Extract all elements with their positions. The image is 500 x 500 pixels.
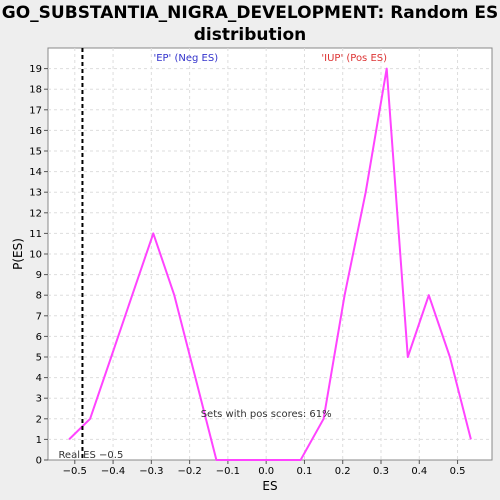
x-tick-label: 0.3 (373, 466, 389, 477)
y-tick-label: 2 (36, 414, 42, 425)
axes: −0.5 −0.4 −0.3 −0.2 −0.1 0.0 0.1 0.2 0.3 0.4 0.5 0 1… (29, 64, 465, 477)
pos-scores-annotation: Sets with pos scores: 61% (201, 409, 332, 420)
y-tick-label: 0 (36, 456, 42, 467)
y-tick-label: 10 (29, 250, 42, 261)
y-tick-label: 16 (29, 126, 42, 137)
x-tick-label: 0.4 (411, 466, 427, 477)
x-tick-label: −0.5 (63, 466, 87, 477)
x-tick-label: −0.1 (216, 466, 240, 477)
x-tick-label: −0.4 (101, 466, 125, 477)
x-tick-label: 0.0 (258, 466, 274, 477)
pos-es-label: 'IUP' (Pos ES) (321, 53, 387, 64)
x-axis-label: ES (262, 479, 277, 493)
y-tick-label: 12 (29, 208, 42, 219)
x-tick-label: 0.2 (335, 466, 351, 477)
chart-title-line-2: distribution (194, 25, 306, 45)
x-tick-label: 0.1 (296, 466, 312, 477)
real-es-annotation: Real ES −0.5 (58, 450, 123, 461)
x-tick-label: −0.3 (139, 466, 163, 477)
y-tick-label: 5 (36, 353, 42, 364)
y-tick-label: 1 (36, 435, 42, 446)
neg-es-label: 'EP' (Neg ES) (153, 53, 218, 64)
y-tick-label: 15 (29, 147, 42, 158)
y-tick-label: 6 (36, 332, 42, 343)
chart-title-line-1: GO_SUBSTANTIA_NIGRA_DEVELOPMENT: Random … (2, 3, 498, 23)
es-series-line (68, 67, 472, 461)
grid-lines (48, 48, 492, 460)
y-tick-label: 17 (29, 105, 42, 116)
y-axis-label: P(ES) (11, 238, 25, 270)
y-tick-label: 3 (36, 394, 42, 405)
y-tick-label: 19 (29, 64, 42, 75)
y-tick-label: 14 (29, 167, 42, 178)
y-tick-label: 11 (29, 229, 42, 240)
y-tick-label: 9 (36, 270, 42, 281)
y-tick-label: 4 (36, 373, 42, 384)
y-tick-label: 13 (29, 188, 42, 199)
x-tick-label: 0.5 (450, 466, 466, 477)
y-tick-label: 7 (36, 311, 42, 322)
x-tick-label: −0.2 (177, 466, 201, 477)
series-lines (68, 67, 472, 461)
y-tick-label: 18 (29, 85, 42, 96)
y-tick-label: 8 (36, 291, 42, 302)
